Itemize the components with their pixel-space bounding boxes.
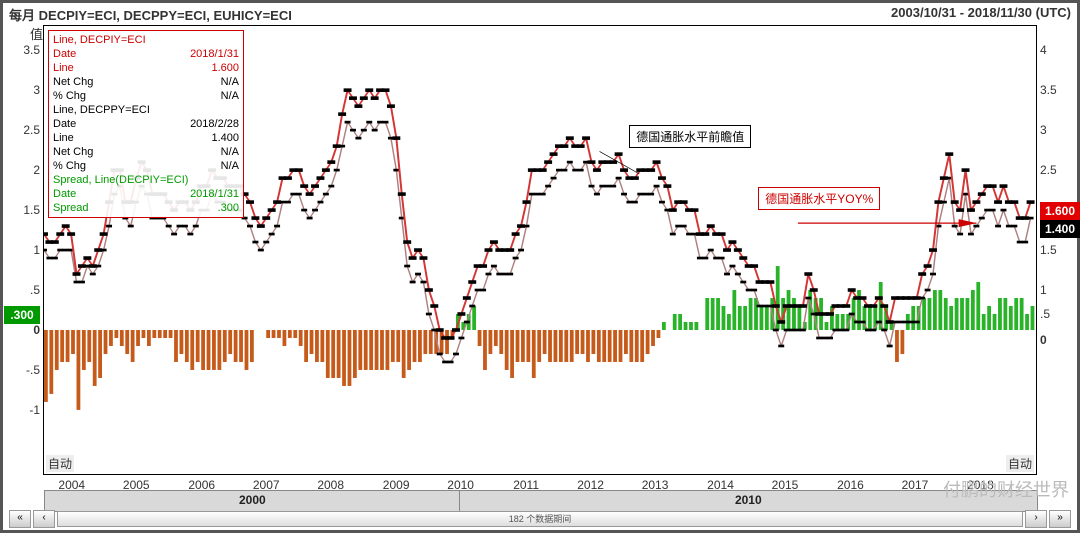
freq-label: 每月 <box>9 8 35 23</box>
auto-left: 自动 <box>46 455 74 472</box>
auto-right: 自动 <box>1006 455 1034 472</box>
callout-forward: 德国通胀水平前瞻值 <box>629 125 751 148</box>
watermark: 付鹏的财经世界 <box>943 476 1069 502</box>
nav-prev[interactable]: ‹ <box>33 510 55 528</box>
y-axis-title: 值 <box>30 24 43 43</box>
nav-next[interactable]: › <box>1025 510 1047 528</box>
time-nav[interactable]: « ‹ 182 个数据期间 › » <box>9 510 1071 528</box>
nav-track[interactable]: 182 个数据期间 <box>57 511 1023 527</box>
date-range: 2003/10/31 - 2018/11/30 (UTC) <box>891 5 1071 24</box>
chart-plot: 值 Line, DECPIY=ECIDate2018/1/31Line1.600… <box>43 25 1037 475</box>
nav-first[interactable]: « <box>9 510 31 528</box>
nav-last[interactable]: » <box>1049 510 1071 528</box>
info-legend: Line, DECPIY=ECIDate2018/1/31Line1.600Ne… <box>48 30 244 218</box>
series-list: DECPIY=ECI, DECPPY=ECI, EUHICY=ECI <box>39 8 292 23</box>
callout-yoy: 德国通胀水平YOY% <box>758 187 880 210</box>
